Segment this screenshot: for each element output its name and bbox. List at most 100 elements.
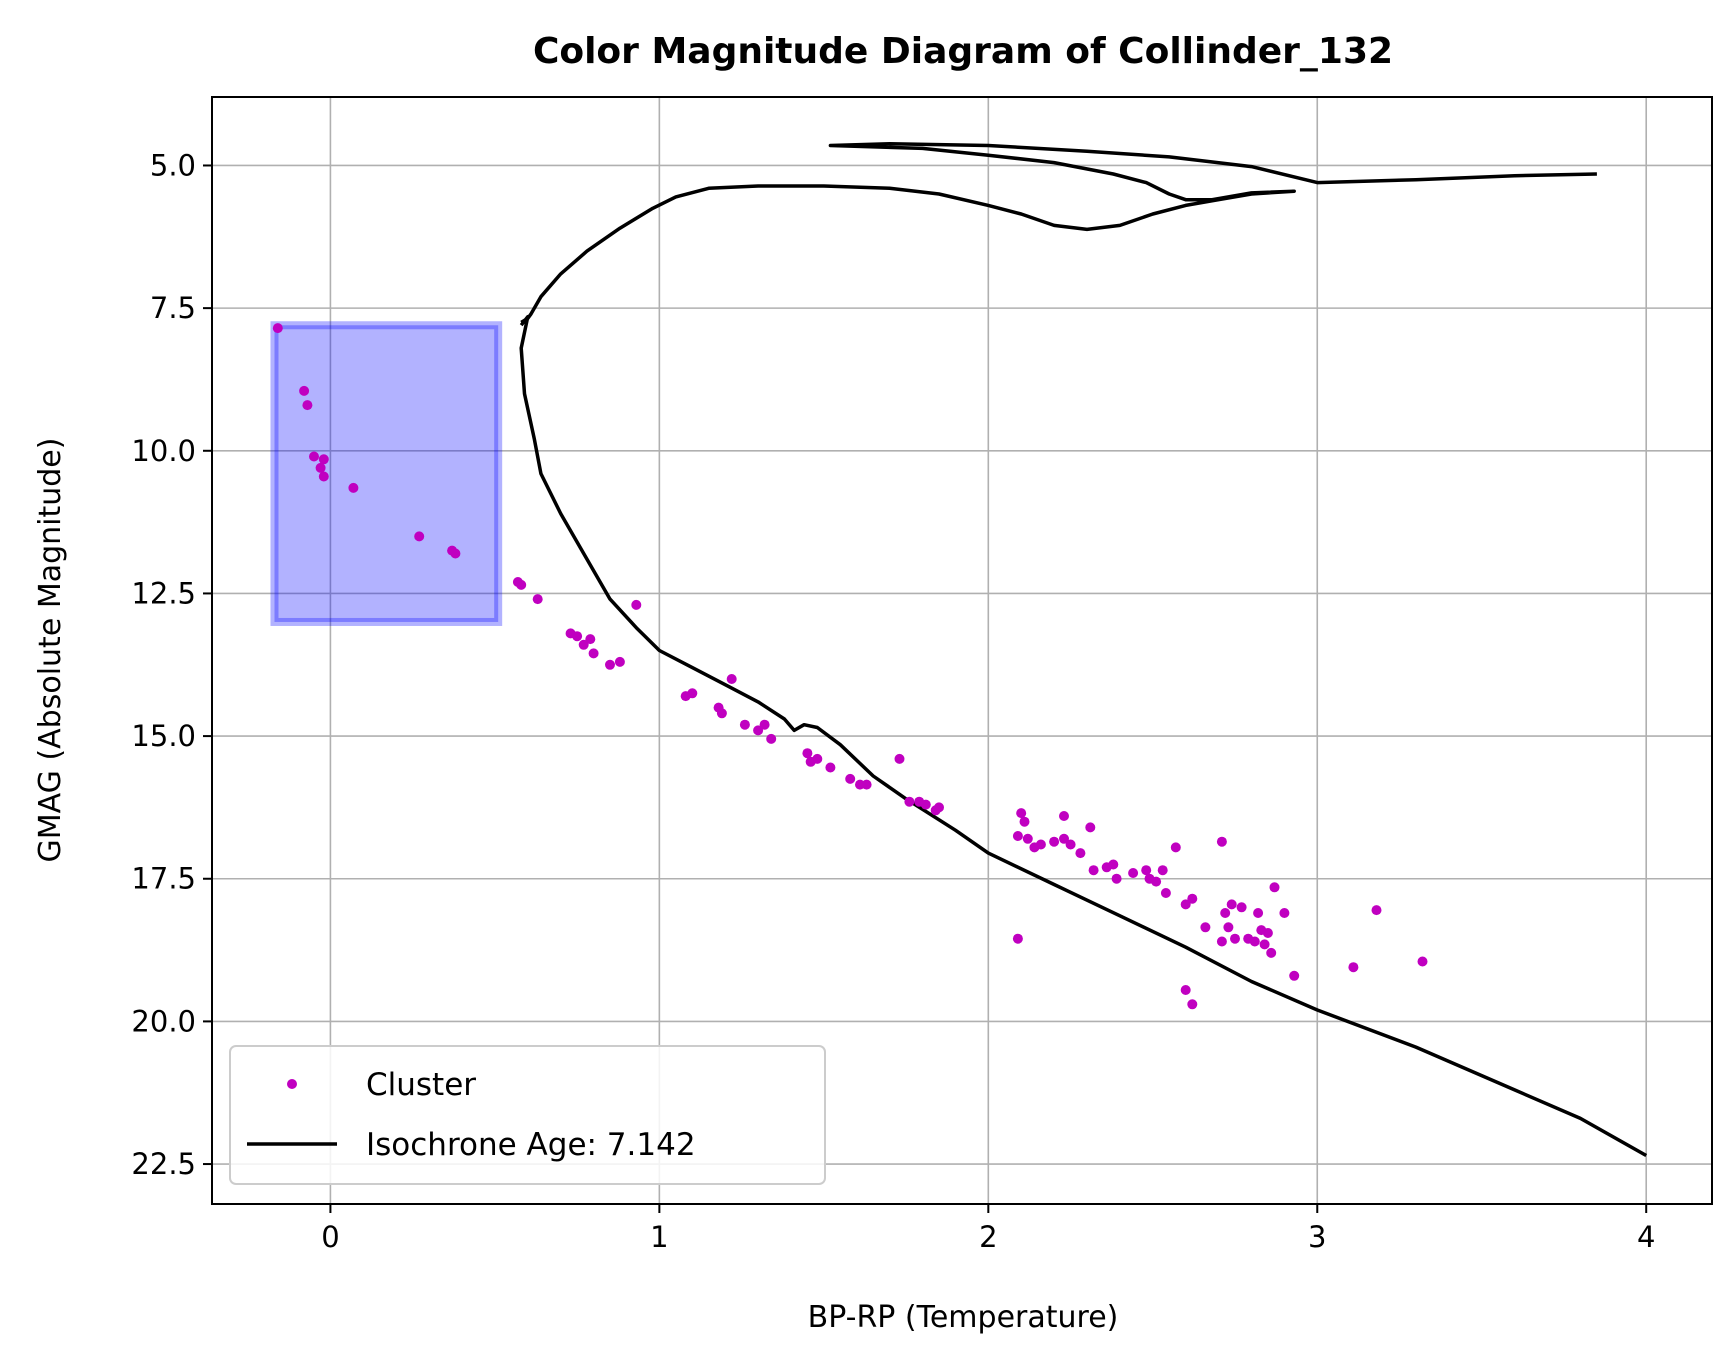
cluster-point-33 xyxy=(812,753,823,764)
legend: Cluster Isochrone Age: 7.142 xyxy=(229,1045,826,1185)
cluster-point-65 xyxy=(1160,888,1171,898)
cluster-point-19 xyxy=(605,659,615,670)
cluster-point-63 xyxy=(1151,876,1162,887)
cluster-point-50 xyxy=(1049,836,1060,847)
cluster-point-64 xyxy=(1157,865,1168,876)
y-tick-label-7: 22.5 xyxy=(131,1147,196,1181)
y-tick-label-5: 17.5 xyxy=(131,862,196,896)
cluster-point-5 xyxy=(318,454,329,465)
cluster-point-3 xyxy=(309,451,319,462)
cluster-point-68 xyxy=(1187,893,1198,904)
chart-title: Color Magnitude Diagram of Collinder_132 xyxy=(533,31,1393,72)
y-tick-label-6: 20.0 xyxy=(131,1004,196,1038)
cluster-point-69 xyxy=(1200,922,1211,933)
cluster-point-82 xyxy=(1262,928,1273,938)
cluster-point-59 xyxy=(1111,873,1122,884)
cluster-point-55 xyxy=(1085,822,1096,833)
cluster-point-0 xyxy=(272,323,283,334)
cluster-point-54 xyxy=(1075,848,1086,859)
y-tick-label-4: 15.0 xyxy=(131,719,196,753)
cluster-point-52 xyxy=(1059,833,1069,844)
cluster-series xyxy=(272,323,1428,1010)
cluster-point-28 xyxy=(753,725,764,736)
cluster-point-27 xyxy=(739,719,750,730)
cluster-point-21 xyxy=(631,599,642,610)
y-tick-label-3: 12.5 xyxy=(131,576,196,610)
cluster-point-87 xyxy=(1348,962,1359,973)
cluster-point-76 xyxy=(1236,902,1247,913)
cluster-point-60 xyxy=(1128,868,1139,878)
cluster-point-51 xyxy=(1059,811,1069,821)
cluster-point-92 xyxy=(1187,999,1198,1010)
cluster-point-75 xyxy=(1230,933,1240,944)
y-tick-label-1: 7.5 xyxy=(150,291,196,325)
cluster-point-45 xyxy=(1016,808,1027,819)
legend-label-isochrone: Isochrone Age: 7.142 xyxy=(366,1127,696,1163)
x-tick-label-1: 1 xyxy=(650,1220,668,1254)
cluster-point-34 xyxy=(825,762,836,773)
cluster-point-91 xyxy=(1180,985,1191,995)
y-axis-ticks: 5.0 7.5 10.0 12.5 15.0 17.5 20.0 22.5 xyxy=(131,148,212,1181)
cluster-point-74 xyxy=(1226,899,1237,910)
cluster-point-53 xyxy=(1065,839,1076,850)
cluster-point-16 xyxy=(578,639,589,650)
plot-frame xyxy=(211,96,1713,1205)
cluster-point-44 xyxy=(1012,831,1023,841)
x-tick-label-3: 3 xyxy=(1308,1220,1326,1254)
cluster-point-31 xyxy=(802,748,813,759)
cluster-point-30 xyxy=(766,733,777,744)
cluster-point-4 xyxy=(315,462,326,473)
cluster-point-17 xyxy=(585,634,596,645)
cluster-point-67 xyxy=(1180,899,1191,910)
legend-box xyxy=(229,1045,826,1185)
y-tick-label-0: 5.0 xyxy=(150,148,196,182)
cluster-point-85 xyxy=(1279,908,1290,918)
grid-lines xyxy=(212,97,1712,1204)
cluster-point-29 xyxy=(759,719,770,730)
cluster-point-78 xyxy=(1249,936,1260,947)
cluster-point-35 xyxy=(845,773,856,784)
cluster-point-43 xyxy=(934,802,944,813)
y-tick-label-2: 10.0 xyxy=(131,434,196,468)
cluster-point-46 xyxy=(1019,816,1030,827)
y-axis-label: GMAG (Absolute Magnitude) xyxy=(33,438,68,863)
cluster-point-81 xyxy=(1259,939,1270,950)
cluster-point-90 xyxy=(1012,933,1023,944)
cluster-point-2 xyxy=(302,400,313,411)
cluster-point-84 xyxy=(1269,882,1280,893)
cluster-point-89 xyxy=(1417,956,1428,967)
legend-label-cluster: Cluster xyxy=(366,1067,476,1103)
cluster-point-20 xyxy=(614,656,625,667)
cluster-point-6 xyxy=(318,471,329,482)
cluster-point-79 xyxy=(1253,908,1264,918)
cluster-point-56 xyxy=(1088,865,1099,876)
cluster-point-88 xyxy=(1371,905,1382,916)
cluster-point-61 xyxy=(1141,865,1152,876)
cluster-point-37 xyxy=(861,779,872,790)
cluster-point-13 xyxy=(532,594,543,605)
cluster-point-66 xyxy=(1170,842,1181,853)
cluster-point-25 xyxy=(716,708,727,719)
isochrone-line-1 xyxy=(519,314,1648,1158)
cluster-point-83 xyxy=(1266,947,1277,958)
cluster-point-49 xyxy=(1035,839,1046,850)
cluster-point-47 xyxy=(1022,833,1033,844)
cluster-point-58 xyxy=(1108,859,1119,870)
cluster-point-72 xyxy=(1220,908,1231,918)
x-tick-label-4: 4 xyxy=(1637,1220,1655,1254)
cluster-point-1 xyxy=(299,385,310,396)
legend-marker-cluster xyxy=(287,1079,297,1089)
cluster-point-7 xyxy=(348,482,359,493)
isochrone-line-0 xyxy=(520,142,1597,324)
cluster-point-71 xyxy=(1216,936,1227,947)
cluster-point-15 xyxy=(572,631,583,642)
cluster-point-23 xyxy=(687,688,698,699)
cluster-point-8 xyxy=(414,531,425,542)
cluster-point-70 xyxy=(1216,836,1227,847)
x-axis-ticks: 0 1 2 3 4 xyxy=(321,1204,1655,1254)
cluster-point-73 xyxy=(1223,922,1234,933)
cluster-point-39 xyxy=(904,796,915,807)
cluster-point-12 xyxy=(516,579,527,590)
cluster-point-86 xyxy=(1289,970,1300,981)
